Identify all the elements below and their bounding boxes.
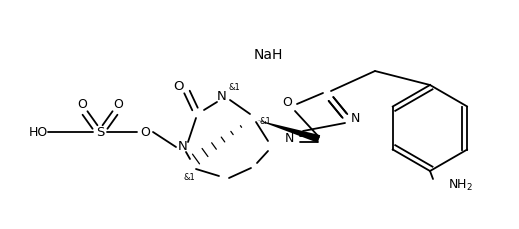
Text: O: O bbox=[113, 98, 123, 112]
Text: NaH: NaH bbox=[253, 48, 283, 62]
Text: &1: &1 bbox=[259, 117, 271, 126]
Polygon shape bbox=[257, 120, 320, 143]
Text: O: O bbox=[174, 79, 184, 93]
Text: &1: &1 bbox=[183, 172, 195, 182]
Text: NH$_2$: NH$_2$ bbox=[448, 177, 473, 193]
Text: S: S bbox=[96, 125, 104, 139]
Text: O: O bbox=[77, 98, 87, 112]
Text: N: N bbox=[178, 141, 188, 153]
Text: HO: HO bbox=[29, 125, 48, 139]
Text: N: N bbox=[217, 90, 227, 104]
Text: &1: &1 bbox=[228, 82, 240, 92]
Text: O: O bbox=[282, 96, 292, 109]
Text: N: N bbox=[284, 131, 294, 144]
Text: O: O bbox=[140, 125, 150, 139]
Text: N: N bbox=[350, 112, 360, 125]
